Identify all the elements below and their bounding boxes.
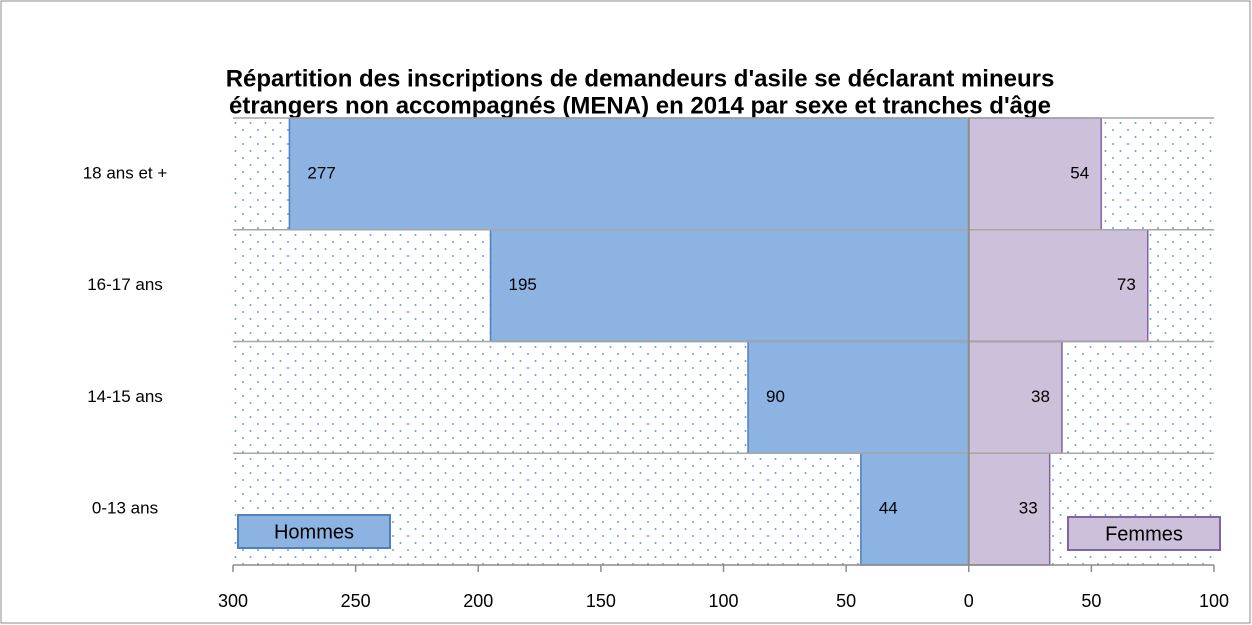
x-tick-label: 0 (964, 591, 974, 611)
legend-box (237, 514, 391, 549)
data-label: 277 (307, 163, 335, 182)
bar (489, 229, 970, 343)
y-tick-label: 14-15 ans (87, 387, 163, 406)
chart-title: Répartition des inscriptions de demandeu… (226, 65, 1055, 92)
legend-box (1067, 516, 1221, 551)
data-label: 38 (1031, 387, 1050, 406)
y-tick-label: 18 ans et + (83, 163, 168, 182)
legend-label: Femmes (1105, 523, 1183, 545)
data-label: 54 (1070, 163, 1089, 182)
chart-title: étrangers non accompagnés (MENA) en 2014… (229, 92, 1051, 119)
data-label: 195 (509, 275, 537, 294)
data-label: 33 (1019, 499, 1038, 518)
x-tick-label: 100 (1199, 591, 1229, 611)
data-label: 73 (1117, 275, 1136, 294)
data-label: 44 (879, 499, 898, 518)
y-tick-label: 0-13 ans (92, 499, 158, 518)
bar (968, 117, 1102, 231)
bar (288, 117, 970, 231)
x-tick-label: 100 (708, 591, 738, 611)
legend-label: Hommes (274, 521, 354, 543)
bar (860, 452, 970, 566)
x-tick-label: 150 (586, 591, 616, 611)
x-tick-label: 50 (1081, 591, 1101, 611)
x-tick-label: 50 (836, 591, 856, 611)
x-tick-label: 200 (463, 591, 493, 611)
x-tick-label: 250 (341, 591, 371, 611)
data-label: 90 (766, 387, 785, 406)
bar (968, 229, 1149, 343)
y-tick-label: 16-17 ans (87, 275, 163, 294)
x-tick-label: 300 (218, 591, 248, 611)
